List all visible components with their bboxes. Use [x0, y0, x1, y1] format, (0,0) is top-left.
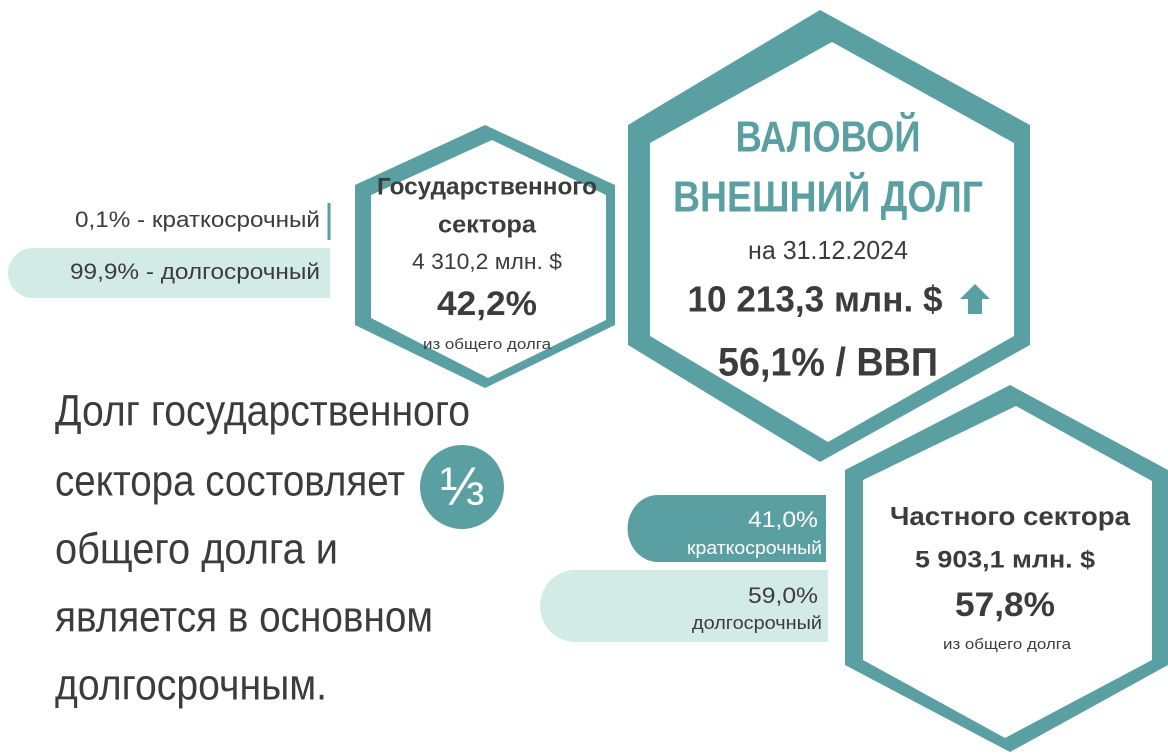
- long-label: долгосрочный: [692, 613, 822, 633]
- main-date: на 31.12.2024: [748, 235, 908, 265]
- short-value: 41,0%: [748, 507, 818, 532]
- summary-line: общего долга и: [55, 525, 338, 574]
- long-bar: [8, 248, 330, 298]
- summary-line: долгосрочным.: [55, 661, 327, 710]
- private-share-note: из общего долга: [943, 636, 1072, 653]
- short-term-label: 0,1% - краткосрочный: [75, 207, 320, 232]
- public-title: Государственного: [377, 173, 597, 200]
- long-value: 59,0%: [748, 583, 818, 608]
- main-hexagon: [650, 42, 1014, 442]
- private-amount: 5 903,1 млн. $: [915, 546, 1096, 573]
- main-title: ВАЛОВОЙ: [736, 111, 921, 162]
- summary-line: является в основном: [55, 593, 433, 642]
- short-label: краткосрочный: [687, 538, 822, 558]
- private-hexagon: [863, 406, 1152, 738]
- public-hexagon: [371, 140, 606, 378]
- public-share-note: из общего долга: [423, 336, 552, 353]
- fraction-badge: [420, 445, 504, 529]
- fraction: ⅓: [439, 456, 484, 516]
- long-term-label: 99,9% - долгосрочный: [70, 259, 320, 284]
- summary-line: Долг государственного: [55, 387, 470, 436]
- public-title: сектора: [438, 211, 537, 238]
- short-bar: [627, 495, 826, 562]
- main-title: ВНЕШНИЙ ДОЛГ: [673, 171, 983, 222]
- summary-line: сектора состовляет: [55, 457, 405, 506]
- long-bar: [540, 570, 828, 642]
- main-gdp-share: 56,1% / ВВП: [718, 341, 938, 385]
- up-arrow-icon: [960, 284, 990, 314]
- main-amount: 10 213,3 млн. $: [688, 279, 943, 320]
- private-title: Частного сектора: [890, 501, 1131, 531]
- public-share: 42,2%: [437, 285, 537, 323]
- private-share: 57,8%: [955, 586, 1055, 624]
- public-amount: 4 310,2 млн. $: [412, 249, 562, 274]
